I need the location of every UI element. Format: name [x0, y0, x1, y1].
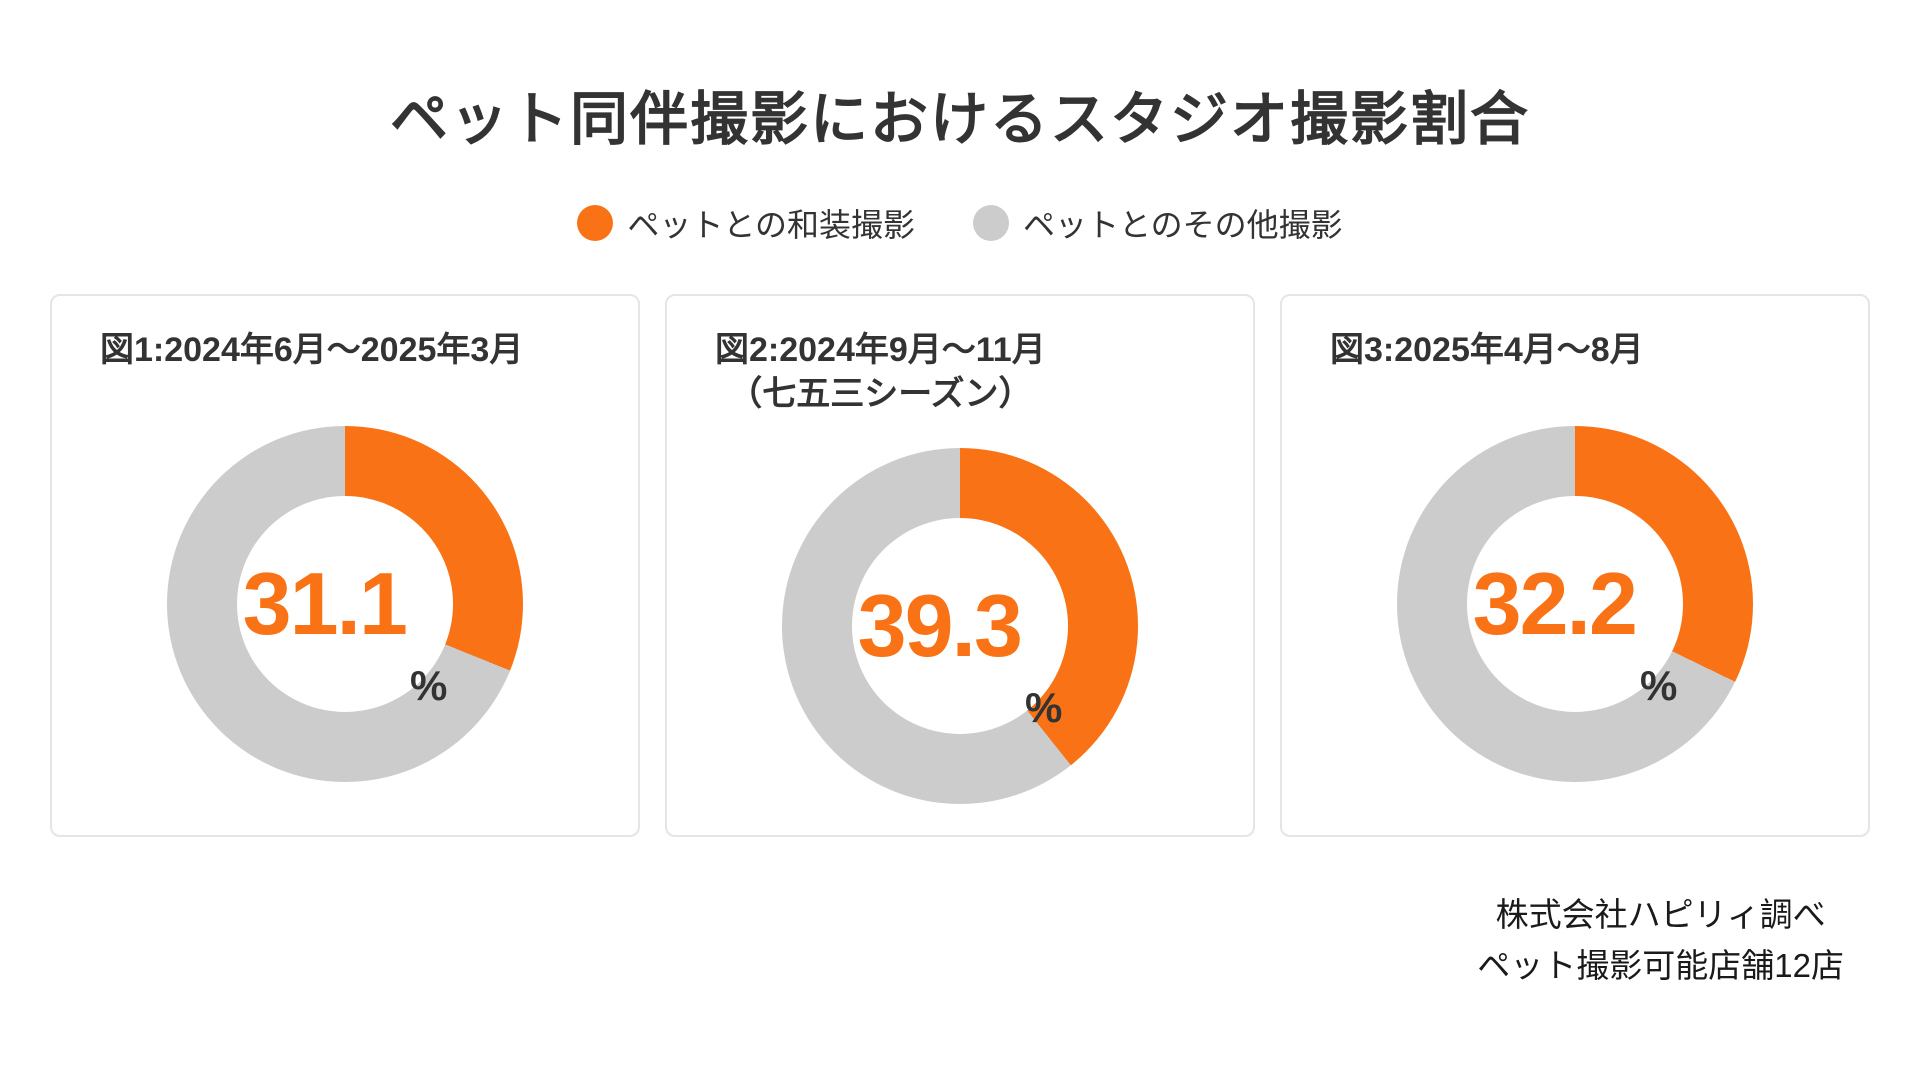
legend-label: ペットとの和装撮影 [627, 207, 915, 243]
source-line-2: ペット撮影可能店舗12店 [1477, 947, 1844, 985]
chart-cards: 図1:2024年6月〜2025年3月 31.1 % 図2:2024年9月〜11月… [0, 294, 1920, 837]
legend-item-other: ペットとのその他撮影 [973, 200, 1343, 246]
card-title-1: 図1:2024年6月〜2025年3月 [100, 328, 523, 372]
card-title-line: 図1:2024年6月〜2025年3月 [100, 331, 524, 369]
source-note: 株式会社ハピリィ調べ ペット撮影可能店舗12店 [1477, 889, 1844, 991]
donut-value: 39.3 [857, 575, 1023, 675]
donut-center-label-1: 31.1 % [237, 495, 453, 712]
donut-center-label-2: 39.3 % [852, 517, 1068, 734]
donut-chart-1: 31.1 % [167, 425, 523, 782]
donut-center-label-3: 32.2 % [1467, 495, 1683, 712]
donut-chart-2: 39.3 % [782, 447, 1138, 804]
chart-card-2: 図2:2024年9月〜11月 （七五三シーズン） 39.3 % [665, 294, 1255, 837]
card-title-line: 図3:2025年4月〜8月 [1330, 331, 1644, 369]
source-line-1: 株式会社ハピリィ調べ [1495, 896, 1826, 933]
donut-chart-3: 32.2 % [1397, 425, 1753, 782]
donut-unit: % [1024, 684, 1063, 732]
chart-card-3: 図3:2025年4月〜8月 32.2 % [1280, 294, 1870, 837]
card-title-line: 図2:2024年9月〜11月 [715, 331, 1046, 369]
donut-value: 32.2 [1472, 553, 1638, 653]
card-title-line: （七五三シーズン） [728, 375, 1033, 414]
legend-dot-orange-icon [577, 205, 614, 241]
donut-unit: % [1639, 662, 1678, 710]
card-title-3: 図3:2025年4月〜8月 [1330, 328, 1644, 372]
donut-value: 31.1 [242, 553, 408, 653]
card-title-2: 図2:2024年9月〜11月 （七五三シーズン） [715, 328, 1046, 416]
page-title: ペット同伴撮影におけるスタジオ撮影割合 [389, 87, 1530, 152]
legend: ペットとの和装撮影 ペットとのその他撮影 [0, 200, 1920, 246]
legend-dot-gray-icon [973, 205, 1009, 241]
donut-unit: % [409, 662, 448, 710]
legend-label: ペットとのその他撮影 [1023, 207, 1343, 243]
chart-card-1: 図1:2024年6月〜2025年3月 31.1 % [50, 294, 640, 837]
legend-item-wasou: ペットとの和装撮影 [577, 200, 915, 246]
